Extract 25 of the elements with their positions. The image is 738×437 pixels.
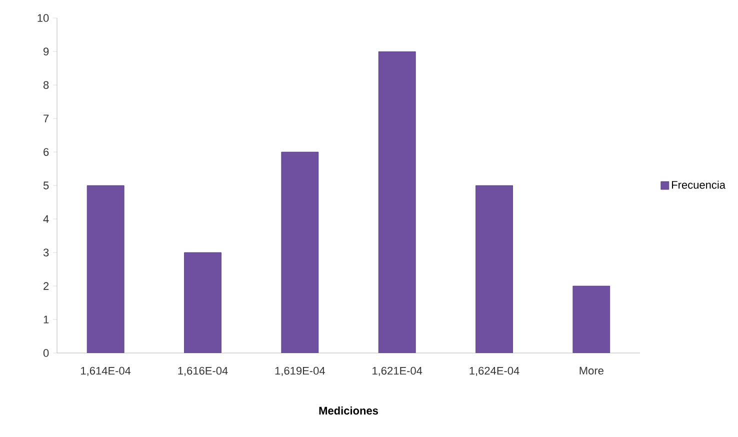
y-tick-label: 9	[44, 48, 49, 56]
x-tick-label: More	[580, 366, 604, 375]
y-tick-label: 2	[44, 282, 49, 290]
y-tick-label: 8	[43, 81, 49, 89]
y-tick-label: 3	[43, 248, 49, 256]
y-tick-label: 10	[38, 14, 49, 22]
bar	[378, 51, 416, 353]
x-tick-label: 1,619E-04	[275, 366, 325, 376]
y-tick-label: 6	[44, 148, 49, 156]
bar	[476, 185, 513, 353]
y-tick-label: 4	[43, 215, 49, 223]
legend-label: Frecuencia	[672, 180, 726, 189]
bar	[184, 252, 222, 353]
y-tick-label: 7	[44, 114, 49, 122]
x-axis-title: Mediciones	[319, 406, 378, 415]
x-tick-label: 1,614E-04	[81, 366, 131, 376]
x-tick-label: 1,616E-04	[178, 366, 228, 376]
bar	[281, 152, 319, 353]
x-tick-label: 1,621E-04	[372, 366, 422, 376]
y-tick-label: 1	[44, 316, 49, 324]
y-tick-label: 0	[43, 349, 49, 357]
y-tick-label: 5	[43, 182, 49, 190]
bar	[572, 286, 610, 353]
bar	[86, 185, 124, 353]
x-tick-label: 1,624E-04	[470, 366, 520, 376]
